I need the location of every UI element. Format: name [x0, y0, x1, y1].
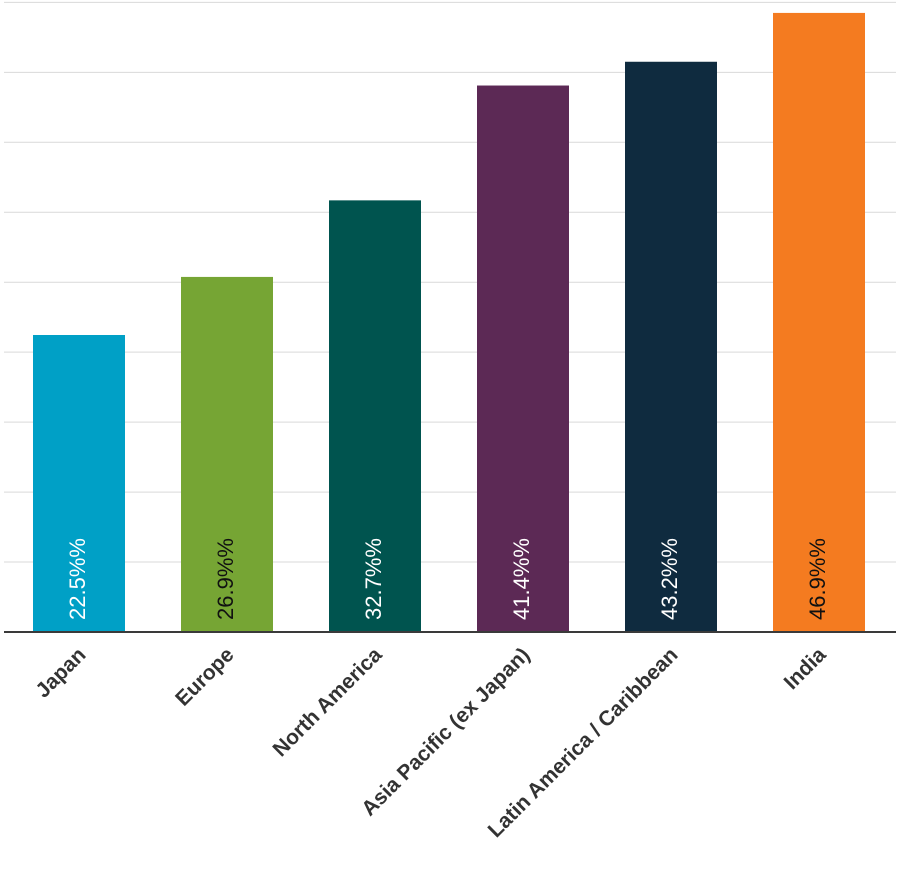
- value-label: 46.9%%: [805, 538, 830, 620]
- category-label: Asia Pacific (ex Japan): [357, 643, 534, 820]
- value-label: 32.7%%: [361, 538, 386, 620]
- value-label: 26.9%%: [213, 538, 238, 620]
- bar: [773, 12, 865, 633]
- category-label: Japan: [31, 643, 90, 702]
- bar: [181, 276, 273, 632]
- value-labels: 22.5%% 26.9%% 32.7%% 41.4%% 43.2%% 46.9%%: [65, 538, 830, 620]
- bar: [329, 200, 421, 633]
- bar: [33, 335, 125, 632]
- gridlines: [4, 1, 896, 563]
- category-label: Europe: [171, 643, 238, 710]
- category-label: India: [780, 643, 831, 694]
- bar: [625, 61, 717, 632]
- value-label: 22.5%%: [65, 538, 90, 620]
- bars: [33, 12, 865, 633]
- category-label: North America: [268, 643, 386, 761]
- value-label: 41.4%%: [509, 538, 534, 620]
- value-label: 43.2%%: [657, 538, 682, 620]
- bar: [477, 85, 569, 632]
